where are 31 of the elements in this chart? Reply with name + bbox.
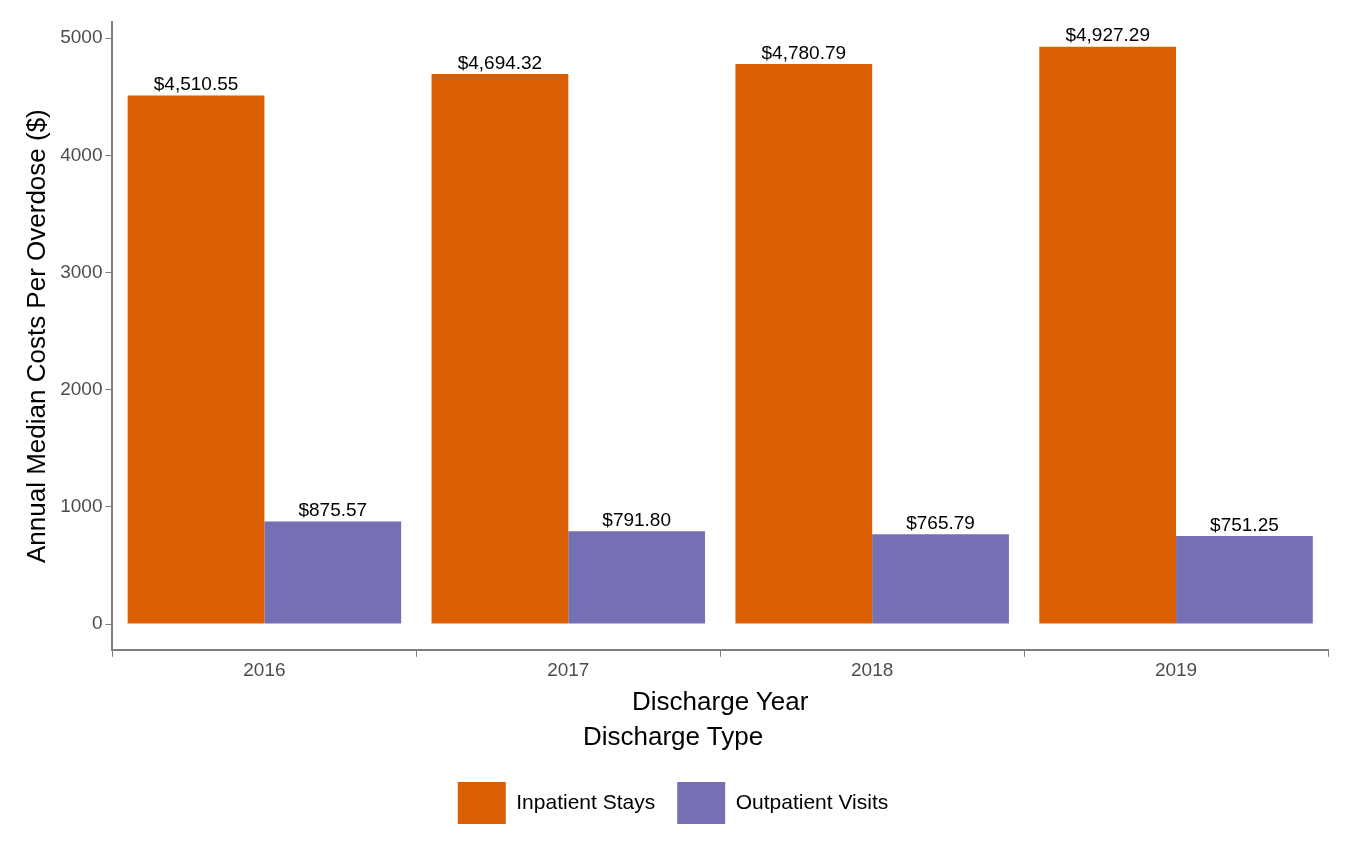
y-tick-label: 1000 xyxy=(60,495,103,517)
bar xyxy=(1039,46,1177,624)
data-label: $751.25 xyxy=(1210,513,1279,535)
y-tick-label: 4000 xyxy=(60,143,103,165)
bar xyxy=(872,534,1009,624)
x-tick-label: 2016 xyxy=(243,659,286,681)
legend-title: Discharge Type xyxy=(582,720,764,751)
bar xyxy=(735,63,873,624)
x-axis-title: Discharge Year xyxy=(632,686,809,717)
data-label: $4,927.29 xyxy=(1065,24,1150,46)
bar xyxy=(568,531,706,624)
data-label: $4,510.55 xyxy=(153,73,239,95)
x-tick-label: 2017 xyxy=(547,659,590,681)
y-tick-label: 3000 xyxy=(60,260,103,282)
bar xyxy=(431,74,569,624)
bar xyxy=(127,95,265,624)
y-tick-label: 0 xyxy=(91,612,103,634)
data-label: $791.80 xyxy=(602,508,672,530)
x-tick-label: 2019 xyxy=(1154,659,1198,681)
data-label: $765.79 xyxy=(906,512,975,534)
bar xyxy=(1176,536,1313,624)
y-tick-label: 2000 xyxy=(60,377,103,399)
bar xyxy=(264,521,402,624)
y-axis-title: Annual Median Costs Per Overdose ($) xyxy=(20,109,51,563)
x-tick-label: 2018 xyxy=(851,659,894,681)
data-label: $875.57 xyxy=(298,499,368,521)
data-label: $4,694.32 xyxy=(457,51,543,73)
legend-label: Inpatient Stays xyxy=(516,789,656,813)
legend-label: Outpatient Visits xyxy=(735,789,889,813)
y-tick-label: 5000 xyxy=(60,26,103,48)
data-label: $4,780.79 xyxy=(761,41,847,63)
